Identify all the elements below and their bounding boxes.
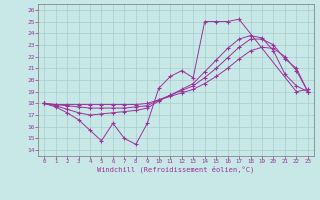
X-axis label: Windchill (Refroidissement éolien,°C): Windchill (Refroidissement éolien,°C) (97, 166, 255, 173)
